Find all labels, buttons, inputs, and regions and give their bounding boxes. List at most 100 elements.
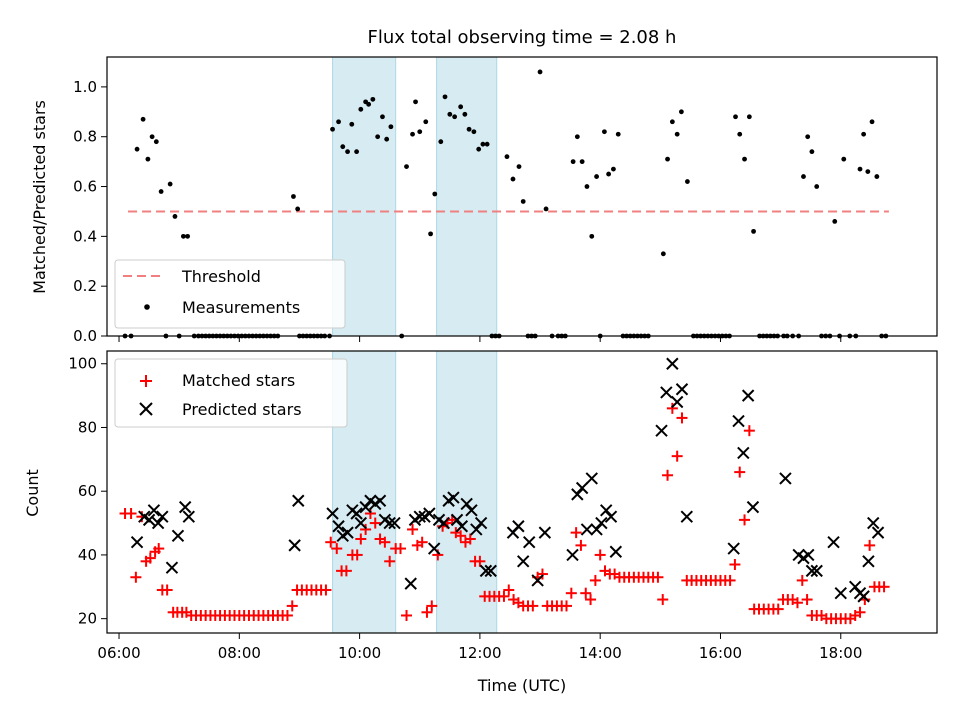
- matched-star-point: [575, 539, 587, 551]
- measurement-point: [579, 159, 585, 165]
- measurement-point: [589, 233, 595, 239]
- y-tick-label: 0.2: [73, 277, 97, 295]
- x-tick-label: 18:00: [819, 644, 862, 662]
- legend-matched-label: Matched stars: [182, 371, 295, 390]
- matched-star-point: [130, 571, 142, 583]
- y-tick-label: 0.0: [73, 327, 97, 345]
- predicted-star-point: [805, 564, 819, 578]
- x-axis-label: Time (UTC): [477, 676, 566, 695]
- matched-star-point: [739, 514, 751, 526]
- matched-star-point: [320, 584, 332, 596]
- predicted-star-point: [834, 586, 847, 600]
- y-tick-label: 0.6: [73, 178, 97, 196]
- measurement-point: [611, 166, 616, 172]
- predicted-star-point: [741, 389, 755, 402]
- measurement-point: [153, 139, 159, 145]
- measurement-point: [601, 129, 607, 135]
- predicted-star-point: [585, 472, 598, 485]
- matched-star-point: [426, 600, 438, 612]
- y-tick-label: 0.4: [73, 227, 97, 245]
- measurement-point: [805, 134, 811, 140]
- measurement-point: [669, 119, 675, 125]
- measurement-point: [861, 131, 867, 137]
- predicted-star-point: [538, 526, 552, 539]
- measurement-point: [584, 184, 590, 189]
- matched-star-point: [527, 600, 539, 612]
- measurement-point: [574, 134, 580, 140]
- predicted-star-point: [802, 548, 815, 562]
- top-y-axis-label: Matched/Predicted stars: [30, 100, 49, 294]
- predicted-star-point: [655, 424, 668, 437]
- matched-star-point: [161, 584, 173, 596]
- predicted-star-point: [479, 564, 493, 578]
- top-axis-ticks: 0.0 0.2 0.4 0.6 0.8 1.0: [73, 78, 842, 345]
- matched-star-point: [464, 533, 476, 545]
- predicted-star-point: [670, 395, 684, 409]
- y-tick-label: 1.0: [73, 78, 97, 96]
- predicted-star-point: [413, 510, 426, 523]
- bottom-axis-ticks: 06:00 08:00 10:00 12:00 14:00 16:00 18:00 20 40 6…: [68, 355, 862, 662]
- measurement-point: [570, 159, 576, 165]
- predicted-star-point: [571, 488, 584, 501]
- matched-star-point: [286, 600, 298, 612]
- x-tick-label: 08:00: [218, 644, 261, 662]
- predicted-star-point: [666, 357, 679, 370]
- predicted-star-point: [292, 494, 305, 507]
- measurement-point: [345, 149, 350, 155]
- predicted-star-point: [437, 516, 451, 530]
- y-tick-label: 60: [78, 482, 97, 500]
- measurement-point: [841, 156, 847, 162]
- measurement-point: [417, 129, 423, 135]
- predicted-star-point: [350, 507, 363, 520]
- measurement-point: [462, 111, 468, 117]
- predicted-star-point: [827, 535, 840, 549]
- predicted-star-point: [404, 577, 417, 590]
- measurement-point: [537, 69, 543, 75]
- matched-star-point: [854, 606, 866, 618]
- predicted-star-point: [595, 516, 608, 530]
- measurement-point: [746, 114, 752, 120]
- predicted-star-point: [373, 494, 387, 507]
- measurement-point: [145, 156, 151, 162]
- matched-star-point: [498, 590, 510, 602]
- matched-star-point: [796, 574, 808, 586]
- measurement-point: [428, 231, 433, 237]
- matched-star-point: [734, 466, 746, 478]
- predicted-star-point: [359, 500, 372, 514]
- predicted-star-point: [332, 520, 345, 533]
- measurement-point: [869, 119, 875, 125]
- top-plot-frame: [106, 56, 938, 337]
- matched-star-point: [589, 574, 601, 586]
- measurement-point: [684, 179, 690, 184]
- legend-measurement-label: Measurements: [182, 298, 300, 317]
- measurement-point: [865, 169, 871, 174]
- matched-star-point: [340, 565, 352, 577]
- measurement-point: [442, 94, 448, 100]
- measurement-point: [172, 214, 178, 219]
- measurement-point: [291, 194, 296, 199]
- x-tick-label: 06:00: [97, 644, 140, 662]
- predicted-star-point: [450, 513, 464, 527]
- predicted-star-point: [599, 504, 613, 517]
- chart-title: Flux total observing time = 2.08 h: [368, 27, 677, 48]
- observing-windows-bottom: [332, 350, 498, 634]
- y-tick-label: 0.8: [73, 128, 97, 146]
- measurement-point: [330, 126, 335, 132]
- predicted-star-point: [512, 520, 525, 533]
- predicted-star-point: [746, 500, 760, 514]
- predicted-star-point: [531, 574, 544, 587]
- measurement-point: [358, 106, 364, 112]
- bottom-legend: Matched stars Predicted stars: [114, 358, 348, 428]
- predicted-star-point: [779, 472, 792, 485]
- measurement-point: [471, 129, 477, 135]
- measurement-point: [423, 119, 429, 125]
- predicted-star-point: [810, 564, 823, 578]
- measurement-point: [158, 189, 164, 194]
- predicted-star-point: [590, 523, 603, 536]
- measurement-point: [384, 136, 390, 142]
- measurement-point: [520, 199, 526, 204]
- predicted-star-point: [341, 526, 354, 539]
- predicted-star-point: [460, 497, 473, 511]
- y-tick-label: 20: [78, 610, 97, 628]
